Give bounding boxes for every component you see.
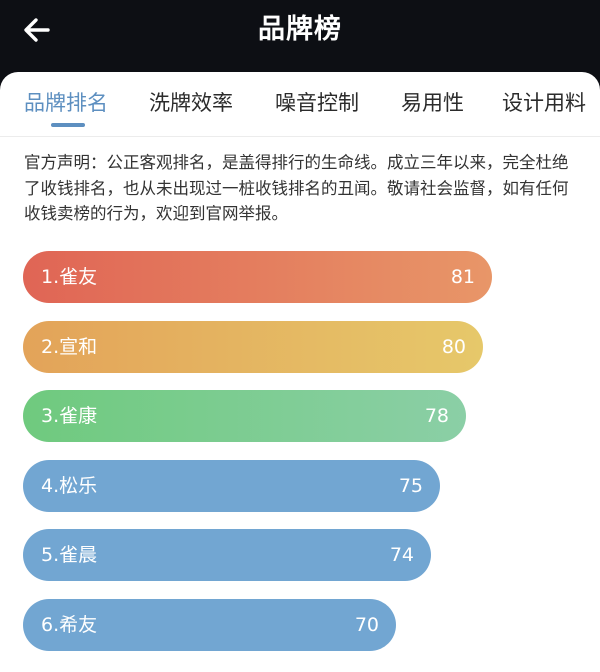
ranking-bar-4[interactable]: 4.松乐 75 [23, 460, 440, 512]
ranking-score: 74 [389, 544, 414, 566]
tab-brand-ranking[interactable]: 品牌排名 [24, 91, 108, 115]
page-title: 品牌榜 [258, 14, 342, 45]
back-button[interactable] [20, 12, 60, 48]
ranking-label: 1.雀友 [41, 266, 98, 288]
ranking-bar-2[interactable]: 2.宣和 80 [23, 321, 483, 373]
ranking-bar-1[interactable]: 1.雀友 81 [23, 251, 492, 303]
ranking-score: 81 [450, 266, 475, 288]
ranking-score: 70 [354, 614, 379, 636]
ranking-label: 2.宣和 [41, 336, 98, 358]
tab-design-materials[interactable]: 设计用料 [502, 91, 586, 115]
tab-noise-control[interactable]: 噪音控制 [275, 91, 359, 115]
ranking-score: 80 [441, 336, 466, 358]
ranking-score: 78 [424, 405, 449, 427]
ranking-label: 6.希友 [41, 614, 98, 636]
arrow-left-icon [24, 18, 50, 42]
tab-usability[interactable]: 易用性 [401, 91, 464, 115]
official-notice: 官方声明：公正客观排名，是盖得排行的生命线。成立三年以来，完全杜绝了收钱排名，也… [24, 153, 569, 223]
ranking-label: 4.松乐 [41, 475, 98, 497]
ranking-score: 75 [398, 475, 423, 497]
tab-shuffle-efficiency[interactable]: 洗牌效率 [149, 91, 233, 115]
tab-bar: 品牌排名 洗牌效率 噪音控制 易用性 设计用料 [0, 72, 600, 137]
ranking-label: 3.雀康 [41, 405, 98, 427]
ranking-bar-6[interactable]: 6.希友 70 [23, 599, 396, 651]
content-card: 品牌排名 洗牌效率 噪音控制 易用性 设计用料 官方声明：公正客观排名，是盖得排… [0, 72, 600, 672]
ranking-bar-3[interactable]: 3.雀康 78 [23, 390, 466, 442]
active-tab-indicator [51, 123, 85, 127]
ranking-label: 5.雀晨 [41, 544, 98, 566]
top-bar: 品牌榜 [0, 0, 600, 72]
ranking-bar-5[interactable]: 5.雀晨 74 [23, 529, 431, 581]
